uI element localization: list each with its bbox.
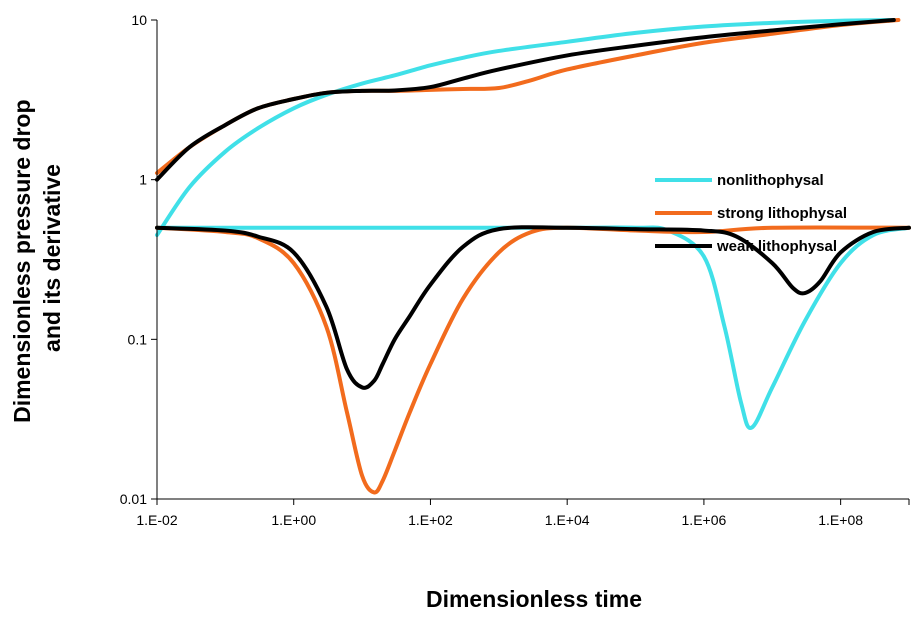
x-axis-title: Dimensionless time [426,586,642,612]
y-tick-label: 10 [131,12,147,28]
legend-label: strong lithophysal [717,205,847,222]
legend-label: weak lithophysal [716,238,837,255]
y-tick-label: 1 [139,172,147,188]
x-tick-label: 1.E+04 [545,512,590,528]
x-tick-label: 1.E+02 [408,512,453,528]
y-axis-title: Dimensionless pressure drop and its deri… [9,93,65,423]
series-layer [155,18,911,495]
x-tick-label: 1.E+08 [818,512,863,528]
axes [151,19,910,505]
x-tick-label: 1.E-02 [136,512,177,528]
y-axis-title-line-2: and its derivative [39,164,65,352]
y-axis-title-line-1: Dimensionless pressure drop [9,100,35,423]
strong-lithophysal-pressure-line [155,18,901,176]
x-tick-label: 1.E+06 [682,512,727,528]
nonlithophysal-pressure-line [155,18,896,238]
y-tick-label: 0.01 [120,491,147,507]
x-tick-label: 1.E+00 [271,512,316,528]
legend-label: nonlithophysal [717,172,824,189]
strong-lithophysal-derivative-line [155,225,911,495]
weak-lithophysal-derivative-line [155,225,911,390]
y-tick-label: 0.1 [128,331,148,347]
y-tick-labels: 0.01 0.1 1 10 [120,12,147,507]
weak-lithophysal-pressure-line [155,18,896,182]
x-tick-labels: 1.E-02 1.E+00 1.E+02 1.E+04 1.E+06 1.E+08 [136,512,863,528]
legend: nonlithophysal strong lithophysal weak lit… [655,172,847,255]
nonlithophysal-derivative-line [155,225,911,430]
